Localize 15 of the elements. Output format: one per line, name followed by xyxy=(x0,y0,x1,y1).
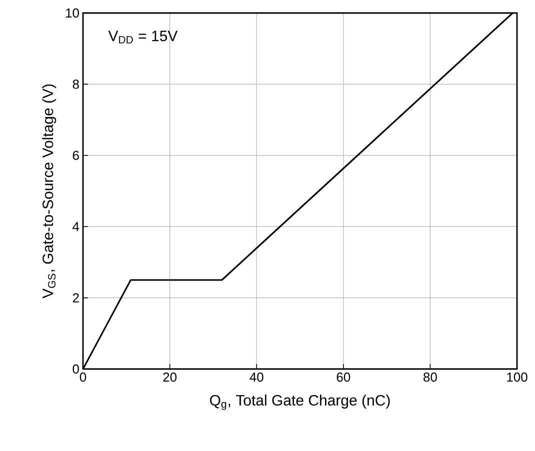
y-tick-label: 2 xyxy=(72,293,79,302)
x-tick-label: 80 xyxy=(424,372,437,382)
y-tick-label: 10 xyxy=(66,8,79,18)
x-tick-label: 20 xyxy=(163,372,177,382)
annotation: V$_{DD}$ = 15V xyxy=(108,30,178,44)
y-tick-label: 8 xyxy=(72,80,79,89)
x-tick-label: 40 xyxy=(250,372,264,382)
x-tick-label: 0 xyxy=(80,372,86,382)
y-axis-title: V$_{GS}$, Gate-to-Source Voltage (V) xyxy=(42,84,56,298)
y-tick-label: 0 xyxy=(72,364,79,374)
x-tick-label: 60 xyxy=(336,372,350,382)
x-axis-title: Q$_{g}$, Total Gate Charge (nC) xyxy=(210,394,390,410)
y-tick-label: 6 xyxy=(72,150,79,160)
x-tick-label: 100 xyxy=(507,372,528,382)
y-tick-label: 4 xyxy=(72,222,80,232)
